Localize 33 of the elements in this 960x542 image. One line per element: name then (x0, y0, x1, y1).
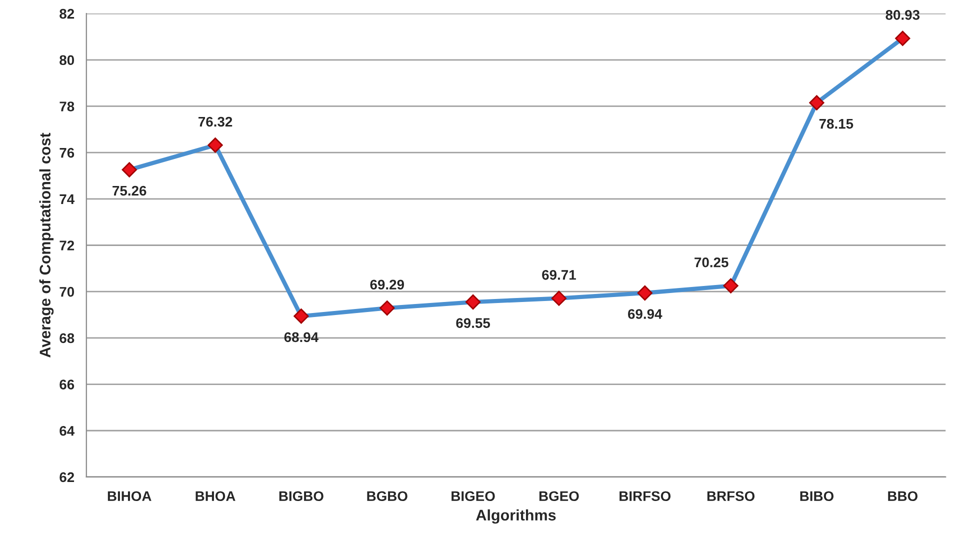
x-tick-label: BBO (888, 491, 918, 502)
x-tick-label: BIRFSO (620, 491, 671, 502)
data-label: 78.15 (819, 118, 854, 129)
data-label: 80.93 (886, 10, 920, 20)
x-tick-label: BIGBO (279, 491, 324, 502)
y-tick-label: 64 (60, 426, 75, 436)
data-label: 75.26 (112, 186, 146, 196)
data-label: 69.55 (456, 318, 490, 328)
y-tick-label: 82 (60, 8, 74, 19)
y-tick-label: 66 (60, 380, 74, 390)
y-tick-label: 68 (60, 333, 74, 344)
y-tick-label: 74 (60, 194, 75, 204)
data-label: 76.32 (198, 116, 232, 127)
y-tick-label: 80 (60, 55, 74, 66)
data-label: 70.25 (694, 257, 728, 268)
data-label: 69.94 (628, 309, 662, 319)
y-tick-label: 76 (60, 148, 74, 158)
y-tick-label: 70 (60, 286, 74, 297)
data-label: 68.94 (284, 332, 319, 342)
x-axis-title: Algorithms (476, 509, 556, 524)
x-tick-label: BIBO (800, 491, 834, 502)
data-label: 69.29 (370, 280, 404, 290)
x-tick-label: BRFSO (707, 491, 755, 502)
data-label: 69.71 (542, 270, 576, 280)
y-tick-label: 78 (60, 102, 74, 112)
x-tick-label: BHOA (196, 491, 236, 502)
x-tick-label: BIGEO (452, 491, 495, 502)
y-tick-label: 62 (60, 472, 74, 482)
x-tick-label: BIHOA (108, 491, 152, 502)
y-axis-title: Average of Computational cost (39, 132, 54, 358)
y-tick-label: 72 (60, 240, 74, 250)
x-tick-label: BGEO (539, 491, 579, 502)
x-tick-label: BGBO (367, 491, 408, 502)
